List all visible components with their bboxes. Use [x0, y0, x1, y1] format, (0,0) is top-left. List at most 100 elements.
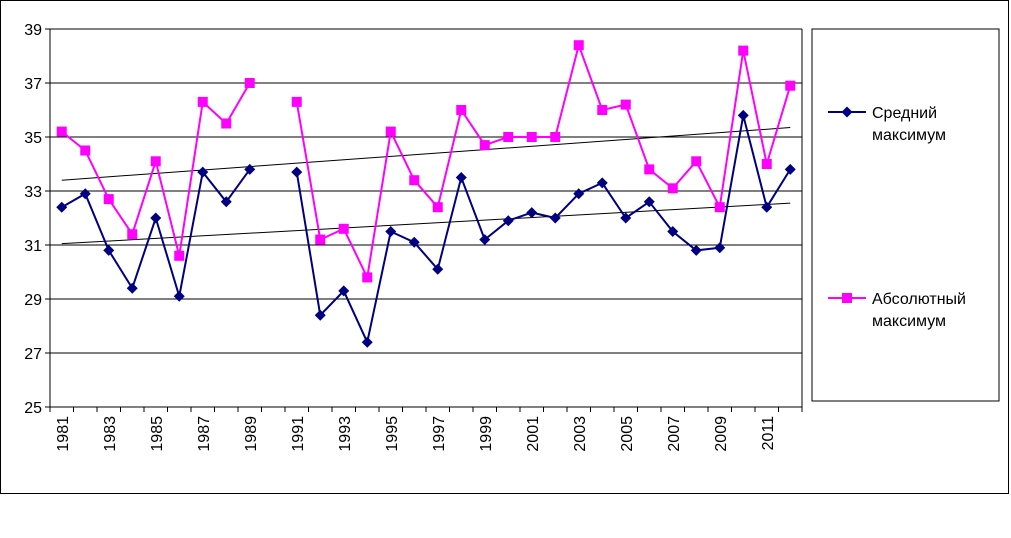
data-point — [690, 244, 702, 256]
series-line — [295, 115, 792, 346]
trend-line — [61, 202, 791, 245]
data-point — [385, 126, 396, 137]
data-point — [103, 244, 115, 256]
x-tick-label: 2009 — [713, 416, 730, 452]
data-point — [761, 159, 772, 169]
chart-frame — [0, 0, 1009, 494]
data-point — [596, 177, 608, 189]
x-tick-label: 1989 — [243, 416, 260, 452]
y-tick-label: 35 — [24, 130, 42, 147]
data-point — [150, 156, 161, 167]
data-point — [842, 293, 852, 303]
x-tick-label: 2005 — [619, 416, 636, 452]
data-point — [361, 336, 373, 348]
data-point — [150, 212, 162, 224]
legend-label: Средний — [872, 105, 937, 122]
data-point — [784, 163, 796, 175]
data-point — [197, 96, 208, 107]
data-point — [620, 212, 632, 224]
data-point — [432, 263, 444, 275]
data-point — [502, 215, 514, 227]
data-point — [56, 126, 67, 137]
x-tick-label: 2001 — [525, 416, 542, 452]
x-tick-label: 1999 — [478, 416, 495, 452]
data-point — [315, 234, 326, 245]
data-point — [526, 207, 538, 219]
data-point — [691, 156, 702, 167]
data-point — [455, 172, 467, 183]
y-tick-label: 29 — [24, 292, 42, 309]
x-tick-label: 2007 — [666, 416, 683, 452]
data-point — [362, 272, 373, 283]
series-line — [295, 41, 792, 281]
data-point — [738, 45, 749, 56]
y-tick-label: 39 — [24, 22, 42, 39]
data-point — [338, 223, 349, 234]
x-tick-label: 1997 — [431, 416, 448, 452]
data-point — [550, 132, 561, 142]
x-tick-label: 1991 — [290, 416, 307, 452]
data-point — [338, 285, 350, 297]
data-point — [126, 282, 138, 294]
data-point — [714, 242, 726, 254]
data-point — [80, 145, 91, 156]
series-line — [61, 82, 251, 257]
data-point — [573, 40, 584, 51]
legend-label: Абсолютный — [872, 291, 966, 308]
data-point — [56, 201, 68, 213]
data-point — [479, 234, 491, 246]
trend-line — [61, 127, 791, 181]
x-tick-label: 1987 — [196, 416, 213, 452]
y-tick-label: 33 — [24, 184, 42, 201]
legend-label: максимум — [872, 313, 946, 330]
data-point — [549, 212, 561, 224]
data-point — [174, 250, 185, 261]
x-tick-label: 1981 — [55, 416, 72, 452]
data-point — [244, 78, 255, 88]
y-tick-label: 25 — [24, 400, 42, 417]
data-point — [409, 175, 420, 186]
x-tick-label: 1993 — [337, 416, 354, 452]
x-tick-label: 2011 — [760, 416, 777, 451]
data-point — [573, 188, 585, 200]
x-tick-label: 1983 — [102, 416, 119, 452]
legend-label: максимум — [872, 127, 946, 144]
data-point — [737, 109, 749, 121]
legend-box — [811, 28, 1000, 402]
x-tick-label: 2003 — [572, 416, 589, 452]
data-point — [432, 202, 443, 213]
data-point — [408, 236, 420, 248]
data-point — [314, 309, 326, 321]
data-point — [244, 163, 256, 175]
data-point — [761, 201, 773, 213]
data-point — [841, 106, 853, 118]
y-tick-label: 37 — [24, 76, 42, 93]
data-point — [667, 226, 679, 237]
data-point — [503, 132, 514, 142]
data-point — [644, 164, 655, 175]
x-tick-label: 1985 — [149, 416, 166, 452]
data-point — [456, 105, 467, 115]
x-tick-label: 1995 — [384, 416, 401, 452]
data-point — [291, 96, 302, 107]
data-point — [127, 229, 138, 240]
data-point — [526, 132, 537, 142]
data-point — [597, 105, 608, 115]
data-point — [479, 140, 490, 151]
data-point — [785, 80, 796, 91]
data-point — [667, 183, 678, 194]
y-tick-label: 27 — [24, 346, 42, 363]
data-point — [714, 202, 725, 213]
data-point — [385, 226, 397, 237]
data-point — [220, 196, 232, 208]
data-point — [173, 290, 185, 302]
data-point — [197, 166, 209, 178]
data-point — [79, 188, 91, 200]
data-point — [103, 194, 114, 205]
data-point — [291, 166, 303, 178]
y-tick-label: 31 — [24, 238, 42, 255]
series-line — [61, 168, 251, 297]
data-point — [620, 99, 631, 110]
data-point — [643, 196, 655, 208]
